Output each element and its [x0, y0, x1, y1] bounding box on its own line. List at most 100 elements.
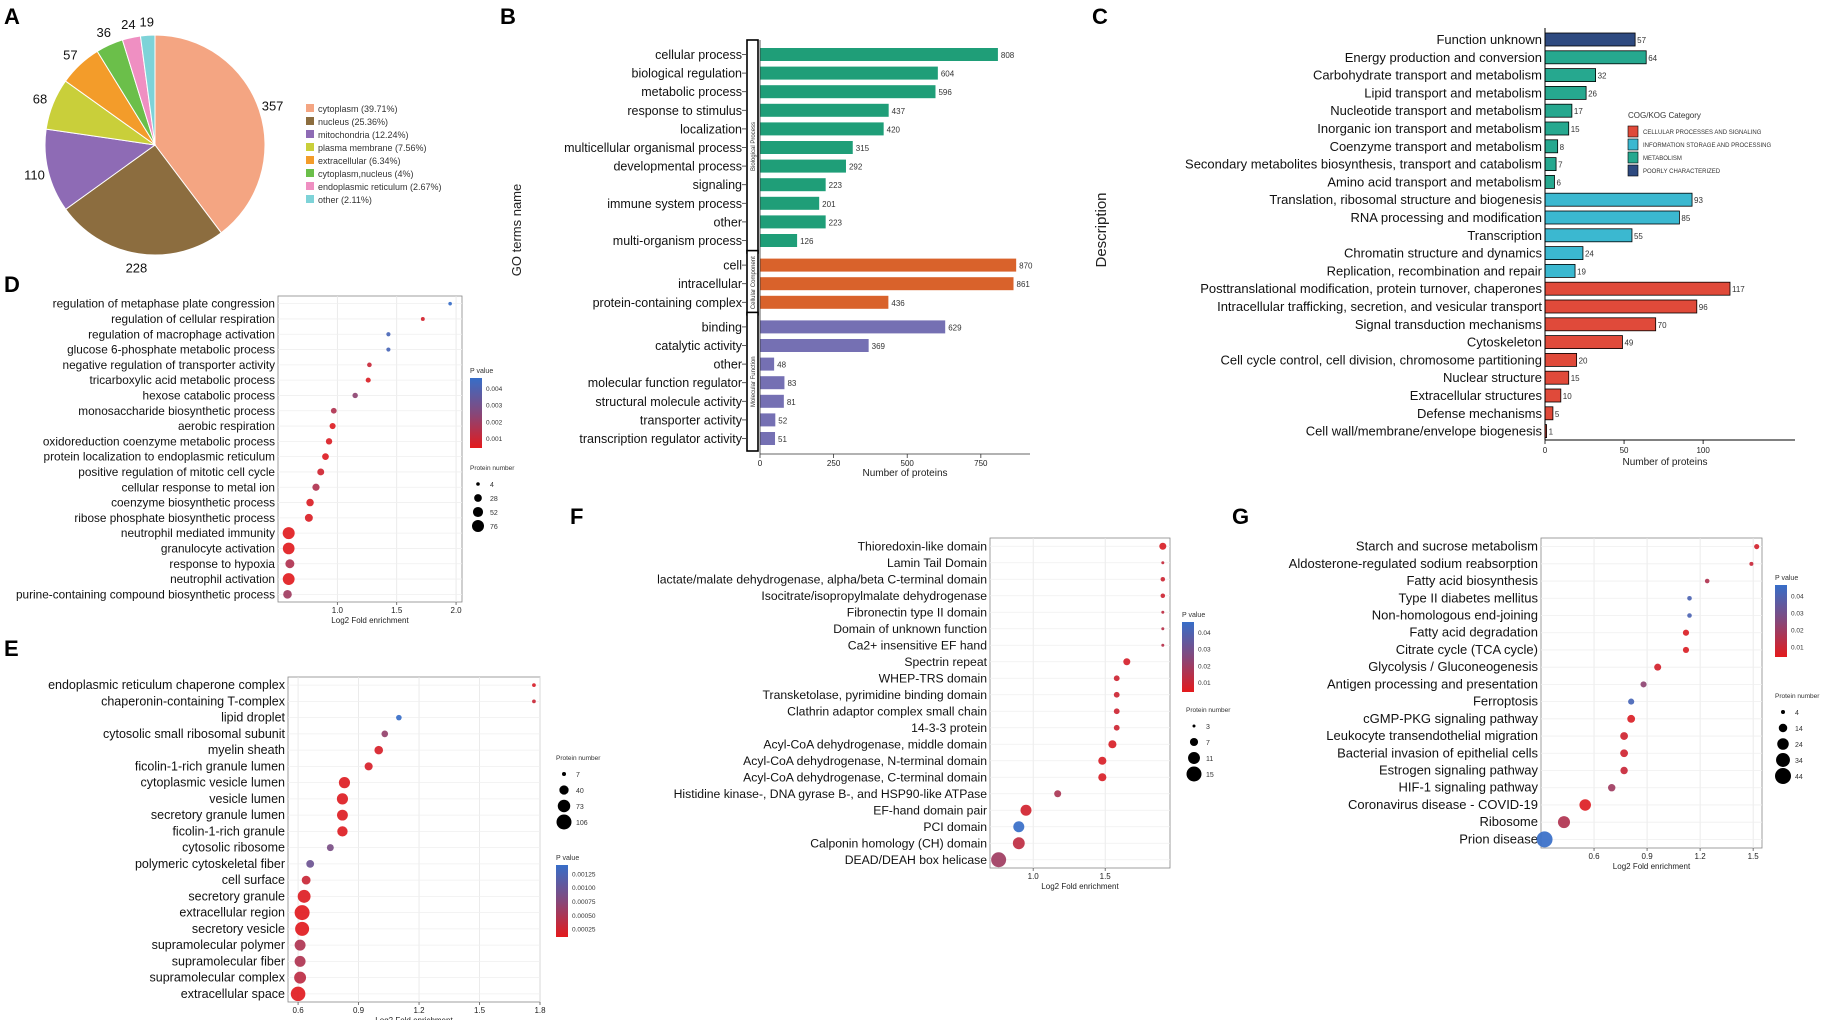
- category-label: Inorganic ion transport and metabolism: [1317, 121, 1542, 136]
- bubble-ef-hand-domain-pair: [1020, 804, 1032, 816]
- bubble-myelin-sheath: [374, 745, 384, 755]
- bar-protein-containing-complex: [760, 295, 889, 309]
- bar-replication-recombination-and-repair: [1544, 263, 1576, 278]
- category-label: Defense mechanisms: [1417, 406, 1542, 421]
- plot-area: [287, 676, 541, 1003]
- bar-coenzyme-transport-and-metabolism: [1544, 139, 1559, 154]
- term-label: Clathrin adaptor complex small chain: [787, 704, 987, 718]
- x-tick-label: 2.0: [451, 606, 463, 615]
- pie-slice-other-2-11: [139, 34, 156, 146]
- pie-legend-label: extracellular (6.34%): [318, 156, 401, 166]
- size-legend-title: Protein number: [1775, 693, 1820, 700]
- term-label: DEAD/DEAH box helicase: [845, 853, 987, 867]
- category-label: binding: [702, 320, 742, 334]
- term-label: WHEP-TRS domain: [879, 671, 987, 685]
- bubble-cytosolic-ribosome: [326, 844, 334, 852]
- term-label: regulation of metaphase plate congressio…: [53, 297, 275, 311]
- bubble-regulation-of-macrophage-activation: [386, 332, 391, 337]
- category-label: multicellular organismal process: [564, 141, 742, 155]
- size-legend-circle: [562, 772, 566, 776]
- term-label: secretory granule: [188, 889, 285, 903]
- term-label: Type II diabetes mellitus: [1399, 590, 1539, 605]
- bar-localization: [760, 122, 884, 136]
- term-label: 14-3-3 protein: [911, 721, 987, 735]
- pvalue-tick-label: 0.00050: [572, 913, 596, 920]
- term-label: cytosolic small ribosomal subunit: [103, 727, 286, 741]
- bubble-secretory-granule-lumen: [337, 809, 348, 821]
- category-label: Cytoskeleton: [1467, 335, 1542, 350]
- bubble-cgmp-pkg-signaling-pathway: [1627, 714, 1636, 723]
- bubble-hexose-catabolic-process: [352, 392, 358, 399]
- bubble-14-3-3-protein: [1113, 724, 1120, 731]
- bar-transporter-activity: [760, 413, 776, 427]
- panel-label-e: E: [4, 636, 19, 661]
- term-label: EF-hand domain pair: [873, 803, 987, 817]
- bubble-whep-trs-domain: [1113, 675, 1120, 682]
- category-label: molecular function regulator: [588, 376, 742, 390]
- x-tick-label: 1.0: [1028, 872, 1040, 881]
- bar-value-label: 81: [787, 398, 796, 407]
- x-tick-label: 100: [1696, 446, 1710, 455]
- bubble-regulation-of-metaphase-plate-congression: [448, 301, 452, 306]
- category-label: Posttranslational modification, protein …: [1200, 281, 1542, 296]
- term-label: Fibronectin type II domain: [847, 605, 987, 619]
- svg-text:C: C: [1092, 4, 1108, 29]
- category-label: Coenzyme transport and metabolism: [1330, 139, 1542, 154]
- svg-text:G: G: [1232, 504, 1249, 529]
- term-label: glucose 6-phosphate metabolic process: [67, 343, 275, 357]
- term-label: response to hypoxia: [169, 557, 275, 571]
- pvalue-tick-label: 0.01: [1198, 680, 1211, 687]
- x-tick-label: 1.2: [413, 1006, 425, 1015]
- term-label: Prion disease: [1459, 831, 1538, 846]
- bar-value-label: 93: [1694, 196, 1703, 205]
- bar-value-label: 64: [1648, 54, 1657, 63]
- bar-value-label: 52: [778, 416, 787, 425]
- bubble-negative-regulation-of-transporter-activity: [367, 362, 372, 368]
- pvalue-tick-label: 0.03: [1791, 610, 1804, 617]
- bar-value-label: 7: [1558, 161, 1563, 170]
- bubble-spectrin-repeat: [1123, 658, 1131, 666]
- bar-value-label: 55: [1634, 232, 1643, 241]
- size-legend-circle: [1777, 738, 1789, 750]
- term-label: negative regulation of transporter activ…: [63, 358, 276, 372]
- bar-value-label: 126: [800, 237, 814, 246]
- size-legend-label: 76: [490, 524, 498, 531]
- pvalue-tick-label: 0.02: [1791, 628, 1804, 635]
- pie-value-label: 357: [262, 99, 284, 114]
- bubble-positive-regulation-of-mitotic-cell-cycle: [317, 468, 325, 476]
- x-tick-label: 0.6: [1588, 852, 1600, 861]
- bar-defense-mechanisms: [1544, 406, 1554, 421]
- category-label: metabolic process: [641, 85, 742, 99]
- bar-structural-molecule-activity: [760, 394, 784, 408]
- legend-label: POORLY CHARACTERIZED: [1643, 169, 1721, 175]
- bar-value-label: 808: [1001, 51, 1015, 60]
- term-label: regulation of cellular respiration: [111, 312, 275, 326]
- bar-value-label: 20: [1579, 356, 1588, 365]
- category-label: other: [714, 215, 743, 229]
- term-label: ficolin-1-rich granule lumen: [135, 759, 285, 773]
- legend-label: METABOLISM: [1643, 156, 1682, 162]
- bubble-dead-deah-box-helicase: [991, 852, 1007, 868]
- bar-value-label: 1: [1549, 428, 1554, 437]
- pie-slice-cytoplasm-39-71: [154, 34, 266, 234]
- group-label: Biological Process: [751, 122, 757, 171]
- x-tick-label: 1.5: [1100, 872, 1112, 881]
- x-tick-label: 0.9: [1642, 852, 1654, 861]
- size-legend-circle: [557, 799, 571, 813]
- svg-text:F: F: [570, 504, 583, 529]
- size-legend-circle: [1188, 752, 1200, 764]
- pie-legend-label: cytoplasm,nucleus (4%): [318, 169, 414, 179]
- bubble-citrate-cycle-tca-cycle: [1682, 646, 1690, 654]
- x-tick-label: 500: [901, 459, 915, 468]
- pie-value-label: 24: [121, 17, 135, 32]
- term-label: neutrophil activation: [170, 572, 275, 586]
- bar-other: [760, 357, 775, 371]
- category-label: developmental process: [613, 160, 742, 174]
- category-label: cell: [723, 259, 742, 273]
- term-label: protein localization to endoplasmic reti…: [44, 450, 276, 464]
- bubble-prion-disease: [1536, 831, 1553, 848]
- bubble-neutrophil-activation: [282, 573, 295, 585]
- bar-value-label: 17: [1574, 107, 1583, 116]
- bubble-acyl-coa-dehydrogenase-middle-domain: [1108, 740, 1117, 749]
- category-label: Replication, recombination and repair: [1327, 263, 1543, 278]
